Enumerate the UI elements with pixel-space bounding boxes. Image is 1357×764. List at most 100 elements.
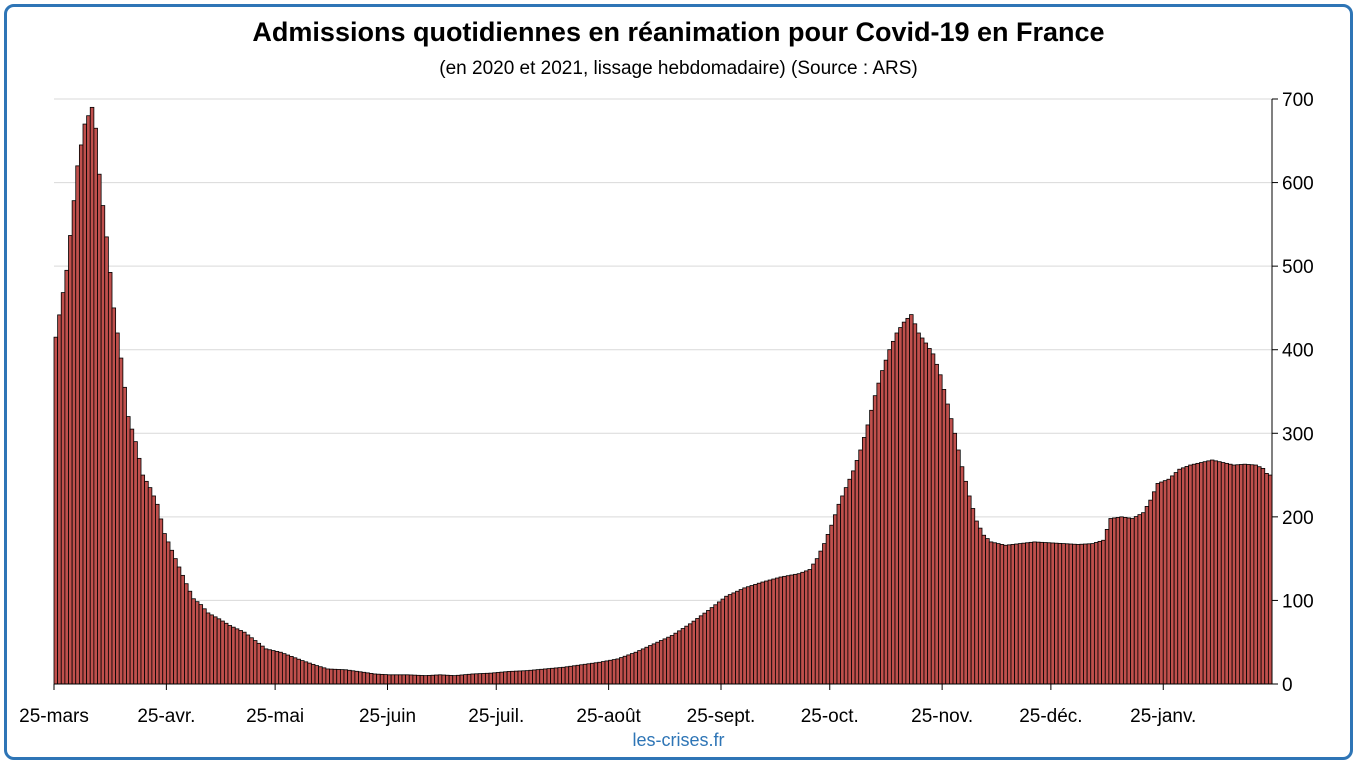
bar xyxy=(550,667,555,685)
bar xyxy=(1162,480,1168,685)
bar xyxy=(339,669,345,685)
bar xyxy=(1006,544,1012,685)
bar xyxy=(590,662,595,685)
bar xyxy=(1025,542,1030,685)
bar xyxy=(716,601,722,685)
bar xyxy=(205,612,211,685)
bar xyxy=(687,623,693,685)
bar xyxy=(463,674,468,685)
bar xyxy=(1054,542,1059,685)
bar xyxy=(658,640,664,685)
bar xyxy=(745,586,751,685)
bar xyxy=(909,314,914,685)
bar xyxy=(213,616,218,685)
bar xyxy=(82,123,88,685)
bar xyxy=(361,671,367,685)
bar xyxy=(898,327,903,685)
bar xyxy=(756,582,762,685)
bar xyxy=(1061,543,1066,685)
bar xyxy=(358,671,363,685)
bar xyxy=(1068,543,1074,685)
bar xyxy=(1249,464,1255,685)
bar xyxy=(1195,462,1200,685)
bar xyxy=(242,631,247,685)
bar xyxy=(445,674,450,685)
bar xyxy=(890,340,896,685)
bar xyxy=(651,643,657,685)
bar xyxy=(140,474,146,685)
bar xyxy=(575,664,581,685)
bar xyxy=(655,641,660,685)
bar xyxy=(350,670,356,685)
bar xyxy=(974,520,979,685)
bar xyxy=(1267,474,1273,685)
bar xyxy=(1260,467,1266,685)
bar xyxy=(803,570,809,685)
bar xyxy=(1224,462,1229,685)
bar xyxy=(923,342,929,685)
bar xyxy=(1188,464,1193,685)
bar xyxy=(836,503,842,685)
bar xyxy=(662,638,668,685)
bar xyxy=(832,514,838,685)
bar xyxy=(245,634,251,685)
bar xyxy=(872,395,878,685)
bar xyxy=(231,626,236,685)
bar xyxy=(187,590,193,685)
bar xyxy=(941,389,947,685)
bar xyxy=(459,674,465,685)
bar xyxy=(1097,540,1103,685)
bar xyxy=(927,348,932,685)
bar xyxy=(310,663,316,685)
bar xyxy=(938,374,943,685)
bar xyxy=(1217,461,1222,685)
bar xyxy=(296,658,301,685)
bar xyxy=(278,651,283,685)
bar xyxy=(535,669,541,685)
bar xyxy=(1035,541,1041,685)
bar xyxy=(452,675,457,685)
bar xyxy=(677,630,682,685)
bar xyxy=(600,661,606,685)
x-tick-label: 25-mai xyxy=(246,706,304,727)
bar xyxy=(1141,512,1146,685)
bar xyxy=(796,573,802,685)
bar xyxy=(64,269,69,685)
bar xyxy=(165,541,171,685)
bar xyxy=(865,424,871,685)
bar xyxy=(615,658,620,685)
bar xyxy=(133,441,138,685)
bar xyxy=(695,618,700,685)
bar xyxy=(916,332,921,685)
bar xyxy=(220,620,225,685)
bar xyxy=(684,625,689,685)
bar xyxy=(854,460,860,685)
bar xyxy=(325,668,330,685)
bar xyxy=(1246,464,1251,685)
bar xyxy=(905,317,910,685)
bar xyxy=(648,645,653,685)
bar xyxy=(521,670,526,685)
bar xyxy=(198,604,204,685)
bar xyxy=(970,508,976,685)
bar xyxy=(727,594,733,685)
bar xyxy=(724,595,729,685)
bar xyxy=(1133,516,1139,685)
bar xyxy=(107,272,113,685)
bar xyxy=(256,642,262,685)
y-tick-label: 500 xyxy=(1282,257,1314,278)
bar xyxy=(626,654,631,685)
bar xyxy=(1017,543,1023,685)
bar xyxy=(1151,491,1157,685)
bar xyxy=(528,669,533,685)
bar xyxy=(1148,499,1153,685)
bar xyxy=(644,646,649,685)
x-tick-label: 25-août xyxy=(576,706,641,727)
bar xyxy=(883,359,889,685)
bar xyxy=(495,672,501,685)
bar xyxy=(470,673,475,685)
bar xyxy=(86,115,91,685)
x-tick-label: 25-avr. xyxy=(137,706,195,727)
bar xyxy=(1050,542,1055,685)
bar xyxy=(383,674,388,685)
